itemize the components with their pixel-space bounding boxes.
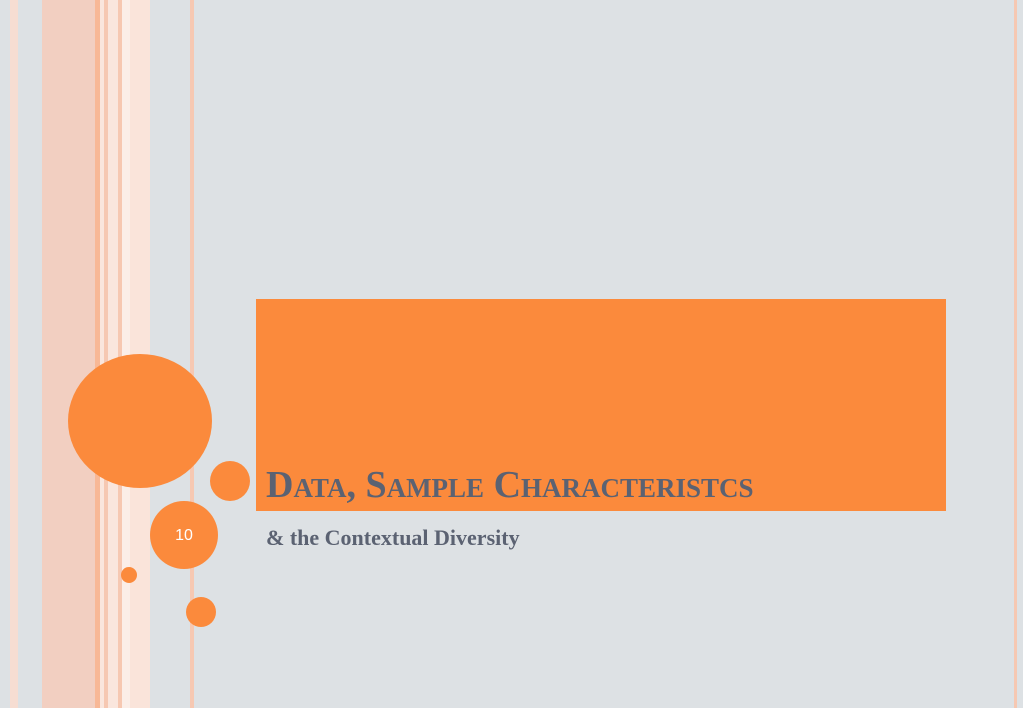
slide-subtitle: & the Contextual Diversity bbox=[266, 525, 520, 550]
decorative-circles bbox=[68, 354, 250, 627]
stripe bbox=[118, 0, 122, 708]
stripe bbox=[108, 0, 118, 708]
stripe bbox=[100, 0, 104, 708]
stripe bbox=[104, 0, 108, 708]
stripe bbox=[122, 0, 130, 708]
stripe bbox=[10, 0, 18, 708]
circle bbox=[68, 354, 212, 488]
circle bbox=[186, 597, 216, 627]
stripe bbox=[95, 0, 100, 708]
title-band bbox=[256, 299, 946, 511]
slide-title: Data, Sample Characteristcs bbox=[266, 464, 754, 506]
stripe bbox=[42, 0, 95, 708]
circle bbox=[210, 461, 250, 501]
stripe bbox=[190, 0, 194, 708]
stripe bbox=[1014, 0, 1017, 708]
circle bbox=[121, 567, 137, 583]
slide-number-circle bbox=[150, 501, 218, 569]
slide-number: 10 bbox=[175, 527, 193, 544]
